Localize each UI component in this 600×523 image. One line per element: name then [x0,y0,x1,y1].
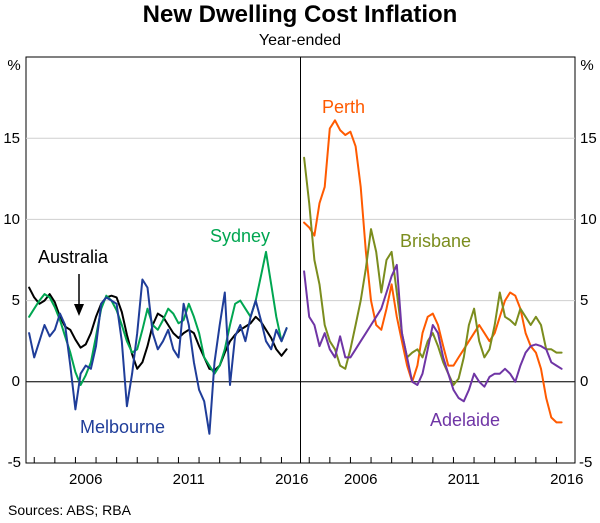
x-tick-label: 2006 [344,471,377,488]
y-tick-label-right: 5 [580,292,588,309]
y-tick-label-left: 0 [12,373,20,390]
chart-subtitle: Year-ended [258,32,342,49]
series-layer [28,119,563,435]
y-tick-label-right: 0 [580,373,588,390]
chart-title: New Dwelling Cost Inflation [142,1,458,28]
series-line-melbourne [28,278,288,435]
y-tick-label-left: 15 [3,130,20,147]
x-tick-label: 2016 [275,471,308,488]
series-label-adelaide: Adelaide [430,410,500,430]
y-tick-label-left: 5 [12,292,20,309]
series-line-sydney [28,250,288,386]
series-label-brisbane: Brisbane [400,231,471,251]
y-axis-label-left: % [7,57,20,74]
x-tick-label: 2011 [448,471,480,488]
y-tick-label-left: 10 [3,211,20,228]
series-line-australia [28,286,288,372]
y-tick-label-right: -5 [579,454,592,471]
series-line-brisbane [303,156,563,386]
x-tick-label: 2016 [550,471,583,488]
series-line-perth [303,119,563,424]
series-label-perth: Perth [322,97,365,117]
series-label-australia: Australia [38,247,109,267]
source-note: Sources: ABS; RBA [8,502,131,518]
y-tick-label-left: -5 [8,454,21,471]
y-tick-label-right: 10 [580,211,597,228]
x-tick-label: 2011 [173,471,205,488]
y-tick-label-right: 15 [580,130,597,147]
y-axis-label-right: % [580,57,593,74]
australia-arrowhead [74,304,84,316]
series-label-sydney: Sydney [210,226,270,246]
series-line-adelaide [303,263,563,403]
x-tick-label: 2006 [69,471,102,488]
ticks-layer: 2006 2011 2016 2006 2011 2016 [33,457,583,488]
series-label-melbourne: Melbourne [80,417,165,437]
